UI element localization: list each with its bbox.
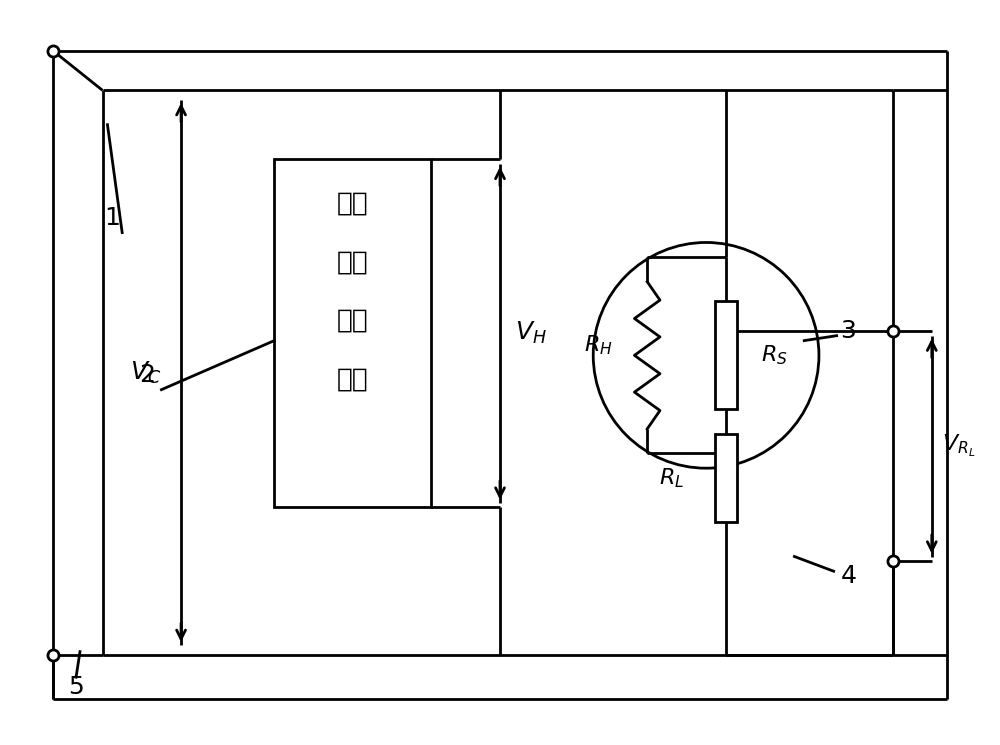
Text: $R_H$: $R_H$: [584, 334, 612, 358]
Text: $R_S$: $R_S$: [761, 343, 788, 367]
Text: 反馈: 反馈: [337, 249, 369, 275]
Text: 1: 1: [104, 206, 120, 230]
Bar: [715, 434, 737, 522]
Text: $V_{R_L}$: $V_{R_L}$: [942, 433, 975, 459]
Bar: [715, 301, 737, 409]
Text: $R_L$: $R_L$: [659, 466, 684, 489]
Bar: [274, 159, 431, 507]
Text: $V_H$: $V_H$: [515, 320, 547, 346]
Text: 5: 5: [68, 675, 84, 699]
Text: 温度: 温度: [337, 190, 369, 216]
Text: $V_C$: $V_C$: [130, 359, 161, 386]
Text: 控制: 控制: [337, 308, 369, 334]
Text: 4: 4: [840, 564, 856, 588]
Text: 2: 2: [139, 363, 155, 387]
Text: 电路: 电路: [337, 367, 369, 393]
Text: 3: 3: [840, 319, 856, 343]
